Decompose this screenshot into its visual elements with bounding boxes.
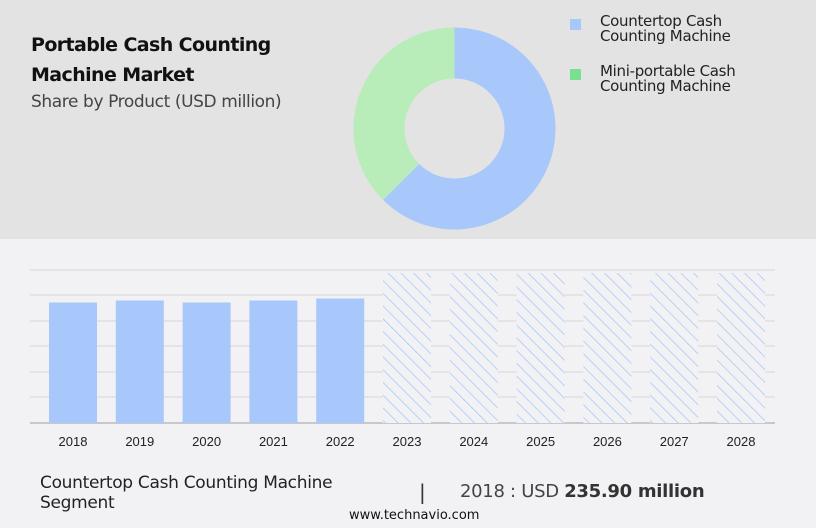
bar-2020 xyxy=(182,302,231,423)
x-tick-label: 2021 xyxy=(259,434,288,449)
bar-forecast-2023 xyxy=(383,273,431,423)
x-tick-label: 2028 xyxy=(727,434,756,449)
legend-swatch-icon xyxy=(570,19,581,30)
bar-chart: 2018 2019 2020 2021 2022 2023 2024 2025 2026 2027… xyxy=(30,269,775,449)
x-tick-label: 2027 xyxy=(660,434,689,449)
donut-slices xyxy=(353,27,556,230)
slice-countertop xyxy=(383,27,556,230)
title-line-1: Portable Cash Counting xyxy=(31,34,271,56)
legend-label: Mini-portable Cash Counting Machine xyxy=(600,62,736,95)
bar-2018 xyxy=(49,302,97,423)
x-tick-label: 2023 xyxy=(393,434,422,449)
donut-chart xyxy=(353,27,556,230)
bars xyxy=(49,273,765,423)
x-tick-label: 2020 xyxy=(192,434,221,449)
chart-subtitle: Share by Product (USD million) xyxy=(31,92,282,112)
bar-forecast-2028 xyxy=(717,273,765,423)
x-axis-labels: 2018 2019 2020 2021 2022 2023 2024 2025 2026 2027… xyxy=(59,434,756,449)
x-tick-label: 2024 xyxy=(459,434,488,449)
source-url: www.technavio.com xyxy=(349,508,480,523)
bar-2022 xyxy=(316,298,365,423)
bar-forecast-2026 xyxy=(583,273,632,423)
x-tick-label: 2018 xyxy=(59,434,88,449)
segment-label: Countertop Cash Counting Machine Segment xyxy=(40,473,333,513)
x-tick-label: 2019 xyxy=(125,434,154,449)
segment-value: 2018 : USD 235.90 million xyxy=(460,481,705,502)
bar-2021 xyxy=(249,300,298,423)
chart-title: Portable Cash Counting Machine Market xyxy=(31,30,351,90)
x-tick-label: 2022 xyxy=(326,434,355,449)
bar-2019 xyxy=(115,300,164,423)
bar-forecast-2025 xyxy=(516,273,565,423)
title-line-2: Machine Market xyxy=(31,64,194,86)
legend-swatch-icon xyxy=(570,69,581,80)
slice-mini-portable xyxy=(353,27,455,200)
bar-forecast-2024 xyxy=(449,273,498,423)
x-tick-label: 2026 xyxy=(593,434,622,449)
legend-label: Countertop Cash Counting Machine xyxy=(600,12,731,45)
separator: | xyxy=(419,480,426,504)
x-tick-label: 2025 xyxy=(526,434,555,449)
bar-forecast-2027 xyxy=(650,273,699,423)
